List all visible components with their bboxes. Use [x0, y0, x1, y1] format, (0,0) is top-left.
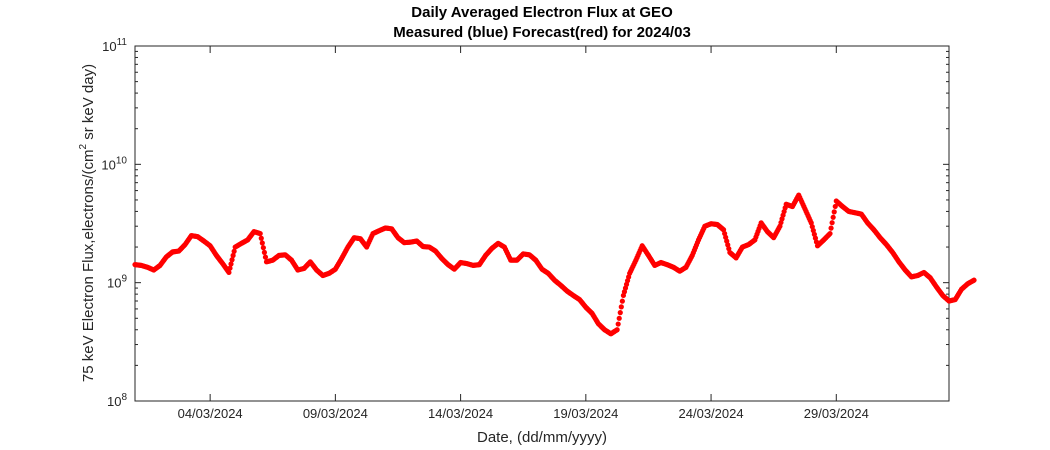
- x-axis: 04/03/2024 09/03/2024 14/03/2024 19/03/2024…: [178, 46, 869, 421]
- data-point: [614, 327, 620, 333]
- y-tick-label: 1011: [102, 37, 127, 54]
- data-point: [257, 230, 263, 237]
- data-point: [258, 235, 264, 241]
- data-point: [226, 269, 232, 276]
- y-axis-label-main: 75 keV Electron Flux,electrons/(cm: [80, 150, 97, 383]
- y-tick-label: 109: [107, 274, 127, 291]
- data-point: [827, 230, 833, 237]
- y-axis-label-superscript: 2: [78, 144, 89, 150]
- data-point: [261, 249, 268, 256]
- x-tick-label: 04/03/2024: [178, 406, 243, 421]
- data-point: [262, 254, 269, 260]
- x-tick-label: 19/03/2024: [553, 406, 618, 421]
- data-point: [227, 265, 233, 271]
- data-point: [618, 304, 624, 310]
- y-axis-label: 75 keV Electron Flux,electrons/(cm2 sr k…: [78, 64, 97, 382]
- data-point: [228, 261, 234, 267]
- data-point: [259, 240, 265, 246]
- data-point: [260, 245, 266, 251]
- data-point: [830, 214, 836, 220]
- plot-frame: [134, 45, 950, 402]
- data-point: [831, 209, 837, 215]
- data-point: [616, 315, 622, 321]
- data-point: [619, 298, 625, 304]
- data-point: [615, 321, 621, 327]
- x-tick-label: 24/03/2024: [679, 406, 744, 421]
- data-point: [229, 257, 235, 263]
- data-point: [231, 248, 237, 254]
- data-points: [132, 192, 977, 337]
- chart-title: Daily Averaged Electron Flux at GEO: [411, 4, 673, 21]
- chart-subtitle: Measured (blue) Forecast(red) for 2024/0…: [393, 24, 691, 41]
- data-point: [617, 310, 623, 316]
- x-axis-label: Date, (dd/mm/yyyy): [477, 429, 607, 446]
- data-point: [971, 277, 977, 283]
- plot-area: [134, 45, 950, 402]
- x-tick-label: 14/03/2024: [428, 406, 493, 421]
- y-tick-label: 108: [107, 392, 127, 409]
- data-point: [230, 252, 236, 259]
- x-tick-label: 09/03/2024: [303, 406, 368, 421]
- data-point: [828, 225, 834, 231]
- data-point: [832, 203, 838, 210]
- x-tick-label: 29/03/2024: [804, 406, 869, 421]
- y-axis: 108 109 1010 1011: [101, 37, 949, 409]
- y-tick-label: 1010: [101, 155, 127, 172]
- y-axis-label-tail: sr keV day): [80, 64, 97, 144]
- data-point: [829, 220, 835, 226]
